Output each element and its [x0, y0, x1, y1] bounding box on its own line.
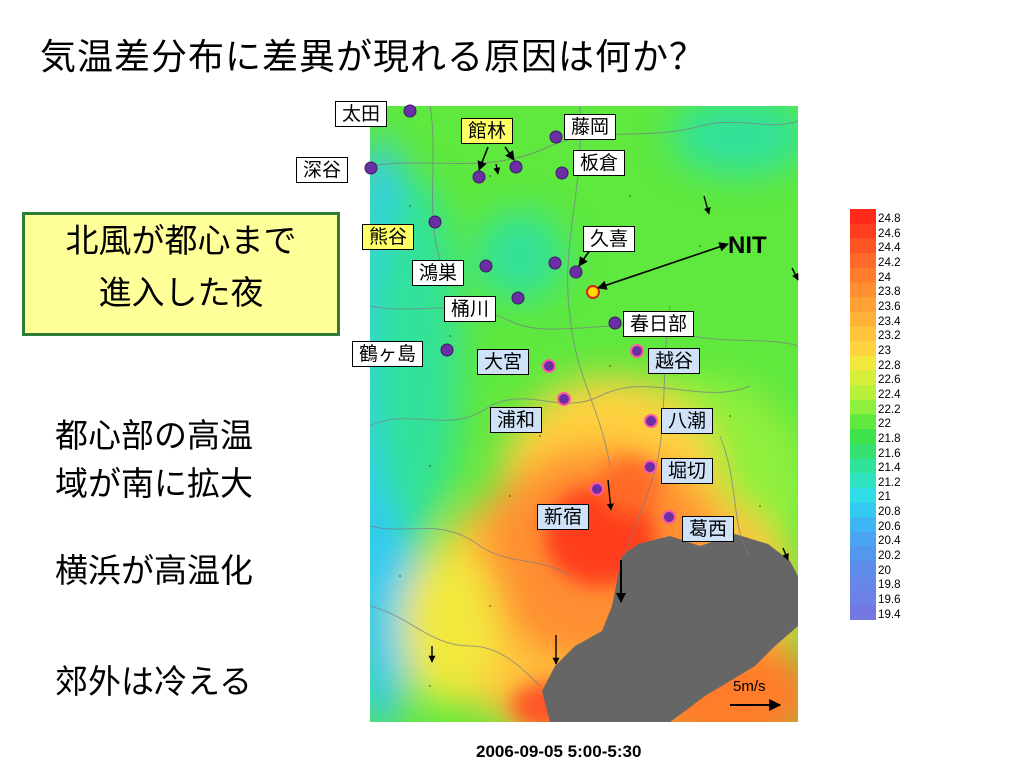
station-label-ota: 太田 [335, 101, 388, 127]
legend-swatch [850, 370, 876, 386]
station-label-koshigaya: 越谷 [648, 348, 701, 374]
nit-label: NIT [728, 232, 767, 259]
station-label-kasukabe: 春日部 [623, 311, 695, 337]
station-label-kasai: 葛西 [682, 516, 735, 542]
note-urban-heat-1: 都心部の高温 [55, 416, 253, 455]
legend-swatch [850, 443, 876, 460]
wind-scale-label: 5m/s [733, 678, 766, 695]
legend-swatch [850, 561, 876, 577]
legend-value: 22.4 [878, 387, 901, 401]
legend-swatch [850, 458, 876, 474]
legend-swatch [850, 531, 876, 548]
legend-swatch [850, 502, 876, 518]
legend-swatch [850, 546, 876, 562]
legend-swatch [850, 473, 876, 489]
station-label-konosu: 鴻巣 [412, 260, 465, 286]
legend-value: 23.2 [878, 329, 901, 343]
page-title: 気温差分布に差異が現れる原因は何か？ [40, 37, 707, 78]
legend-swatch [850, 355, 876, 372]
station-label-yashio: 八潮 [661, 408, 714, 434]
note-suburbs: 郊外は冷える [55, 662, 253, 701]
station-label-shinjuku: 新宿 [537, 504, 590, 530]
legend-swatch [850, 297, 876, 313]
legend-value: 23.4 [878, 314, 901, 328]
legend-value: 22.2 [878, 402, 901, 416]
legend-value: 20.4 [878, 534, 901, 548]
legend-value: 19.6 [878, 593, 901, 607]
legend-swatch [850, 282, 876, 298]
legend-value: 24.4 [878, 241, 901, 255]
station-label-kuki: 久喜 [583, 226, 636, 252]
legend-value: 23.8 [878, 285, 901, 299]
legend-value: 22 [878, 417, 891, 431]
legend-value: 20 [878, 563, 891, 577]
legend-value: 21.6 [878, 446, 901, 460]
legend-swatch [850, 311, 876, 328]
station-label-tatebayashi: 館林 [461, 118, 514, 144]
legend-value: 21.2 [878, 475, 901, 489]
legend-value: 20.8 [878, 505, 901, 519]
legend-value: 23.6 [878, 299, 901, 313]
legend-value: 22.8 [878, 358, 901, 372]
station-label-omiya: 大宮 [477, 349, 530, 375]
legend-swatch [850, 575, 876, 592]
station-label-urawa: 浦和 [490, 407, 543, 433]
legend-value: 19.8 [878, 578, 901, 592]
legend-value: 24.6 [878, 226, 901, 240]
temperature-map [370, 106, 798, 722]
legend-value: 21.4 [878, 461, 901, 475]
legend-swatch [850, 487, 876, 504]
legend-value: 20.2 [878, 549, 901, 563]
station-label-fujioka: 藤岡 [564, 114, 617, 140]
callout-line-1: 北風が都心まで [65, 221, 297, 260]
station-label-itakura: 板倉 [573, 150, 626, 176]
legend-value: 21 [878, 490, 891, 504]
color-legend-labels: 24.8 24.6 24.4 24.2 24 23.8 23.6 23.4 23.2 23 22.8… [878, 212, 901, 622]
legend-value: 24.8 [878, 212, 901, 225]
north-wind-callout: 北風が都心まで 進入した夜 [22, 212, 340, 336]
station-label-fukaya: 深谷 [296, 157, 349, 183]
legend-value: 24 [878, 270, 891, 284]
legend-swatch [850, 341, 876, 357]
legend-swatch [850, 385, 876, 401]
legend-value: 20.6 [878, 519, 901, 533]
legend-swatch [850, 590, 876, 606]
station-label-horikiri: 堀切 [661, 458, 714, 484]
legend-swatch [850, 267, 876, 283]
color-legend-bar [850, 209, 876, 620]
note-urban-heat-2: 域が南に拡大 [55, 464, 253, 503]
legend-swatch [850, 399, 876, 416]
legend-value: 22.6 [878, 373, 901, 387]
legend-value: 21.8 [878, 431, 901, 445]
legend-swatch [850, 517, 876, 533]
legend-swatch [850, 238, 876, 254]
legend-swatch [850, 209, 876, 225]
legend-swatch [850, 605, 876, 620]
legend-swatch [850, 414, 876, 430]
station-label-kumagaya: 熊谷 [362, 224, 415, 250]
callout-line-2: 進入した夜 [98, 273, 264, 312]
station-label-tsurugashima: 鶴ヶ島 [352, 341, 424, 367]
timestamp: 2006-09-05 5:00-5:30 [476, 742, 642, 761]
legend-value: 24.2 [878, 255, 901, 269]
legend-swatch [850, 253, 876, 269]
station-label-okegawa: 桶川 [444, 296, 497, 322]
legend-swatch [850, 429, 876, 445]
legend-value: 19.4 [878, 607, 901, 621]
note-yokohama: 横浜が高温化 [55, 551, 253, 590]
legend-value: 23 [878, 343, 891, 357]
legend-swatch [850, 223, 876, 239]
legend-swatch [850, 326, 876, 342]
